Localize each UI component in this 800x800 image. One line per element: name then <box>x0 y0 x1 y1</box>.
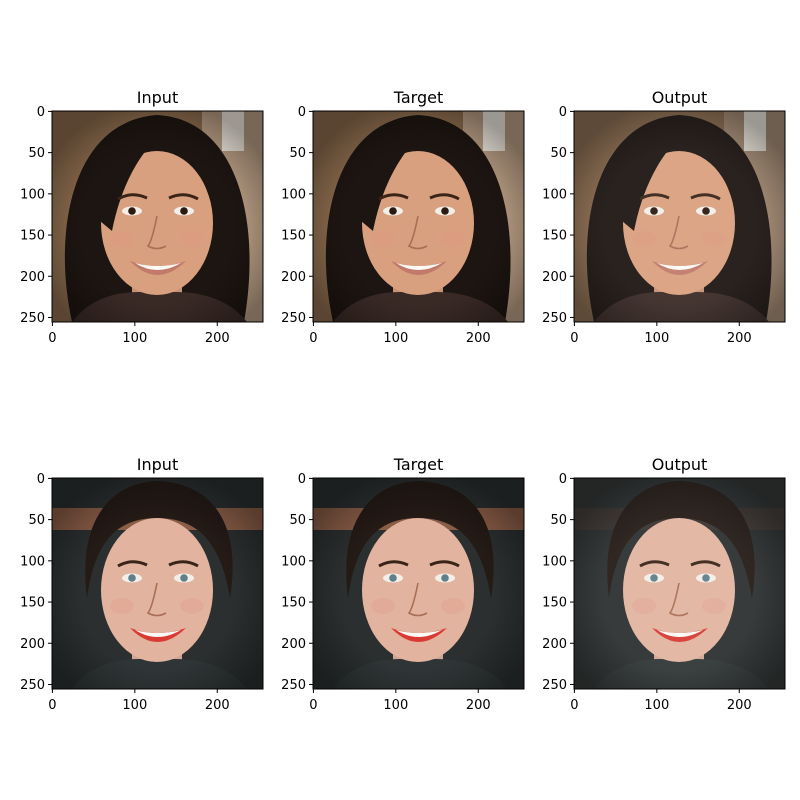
photo-vignette <box>52 111 263 322</box>
axes-frame <box>51 477 264 690</box>
x-tick-label: 0 <box>570 331 578 346</box>
x-tick-label: 100 <box>644 698 669 713</box>
face-portrait-woman-long-dark-hair-smiling-reconstructed-image <box>574 111 785 322</box>
y-tick-label: 100 <box>281 187 306 202</box>
y-tick-label: 0 <box>37 472 45 487</box>
y-tick-label: 150 <box>281 596 306 611</box>
photo-vignette <box>313 478 524 689</box>
axes-frame <box>51 110 264 323</box>
panel-title: Input <box>137 88 178 107</box>
y-tick-label: 100 <box>542 554 567 569</box>
y-tick-label: 0 <box>298 472 306 487</box>
y-tick-label: 150 <box>281 229 306 244</box>
face-portrait-woman-long-dark-hair-smiling-image <box>52 111 263 322</box>
x-tick-label: 200 <box>205 698 230 713</box>
y-tick-label: 0 <box>559 472 567 487</box>
x-tick-label: 100 <box>383 698 408 713</box>
x-tick-label: 0 <box>309 331 317 346</box>
y-tick-label: 50 <box>28 146 45 161</box>
photo-vignette <box>574 111 785 322</box>
x-tick-label: 200 <box>205 331 230 346</box>
axes-frame <box>573 477 786 690</box>
x-tick-label: 200 <box>466 331 491 346</box>
y-tick-label: 100 <box>20 187 45 202</box>
y-tick-label: 200 <box>20 637 45 652</box>
y-tick-label: 200 <box>542 637 567 652</box>
axes-frame <box>312 477 525 690</box>
face-portrait-woman-hair-tied-back-red-lipstick-reconstructed-image <box>574 478 785 689</box>
y-tick-label: 0 <box>37 105 45 120</box>
x-tick-label: 0 <box>309 698 317 713</box>
panel-title: Output <box>652 455 708 474</box>
y-tick-label: 0 <box>559 105 567 120</box>
y-tick-label: 200 <box>281 637 306 652</box>
x-tick-label: 100 <box>383 331 408 346</box>
x-tick-label: 0 <box>48 698 56 713</box>
y-tick-label: 50 <box>289 146 306 161</box>
y-tick-label: 0 <box>298 105 306 120</box>
y-tick-label: 100 <box>281 554 306 569</box>
y-tick-label: 150 <box>20 229 45 244</box>
x-tick-label: 200 <box>466 698 491 713</box>
x-tick-label: 200 <box>727 331 752 346</box>
y-tick-label: 250 <box>20 678 45 693</box>
x-tick-label: 0 <box>570 698 578 713</box>
y-tick-label: 250 <box>281 678 306 693</box>
y-tick-label: 100 <box>20 554 45 569</box>
y-tick-label: 50 <box>28 513 45 528</box>
y-tick-label: 50 <box>289 513 306 528</box>
y-tick-label: 150 <box>542 596 567 611</box>
photo-vignette <box>52 478 263 689</box>
axes-frame <box>312 110 525 323</box>
face-portrait-woman-long-dark-hair-smiling-image <box>313 111 524 322</box>
y-tick-label: 150 <box>20 596 45 611</box>
x-tick-label: 100 <box>644 331 669 346</box>
y-tick-label: 50 <box>550 513 567 528</box>
y-tick-label: 250 <box>542 678 567 693</box>
x-tick-label: 100 <box>122 331 147 346</box>
panel-title: Output <box>652 88 708 107</box>
face-portrait-woman-hair-tied-back-red-lipstick-image <box>52 478 263 689</box>
x-tick-label: 100 <box>122 698 147 713</box>
panel-title: Target <box>393 455 444 474</box>
y-tick-label: 250 <box>20 311 45 326</box>
y-tick-label: 200 <box>281 270 306 285</box>
panel-title: Input <box>137 455 178 474</box>
x-tick-label: 200 <box>727 698 752 713</box>
y-tick-label: 250 <box>281 311 306 326</box>
y-tick-label: 200 <box>542 270 567 285</box>
panel-title: Target <box>393 88 444 107</box>
y-tick-label: 250 <box>542 311 567 326</box>
y-tick-label: 200 <box>20 270 45 285</box>
axes-frame <box>573 110 786 323</box>
photo-vignette <box>574 478 785 689</box>
y-tick-label: 150 <box>542 229 567 244</box>
y-tick-label: 100 <box>542 187 567 202</box>
x-tick-label: 0 <box>48 331 56 346</box>
face-portrait-woman-hair-tied-back-red-lipstick-image <box>313 478 524 689</box>
photo-vignette <box>313 111 524 322</box>
y-tick-label: 50 <box>550 146 567 161</box>
